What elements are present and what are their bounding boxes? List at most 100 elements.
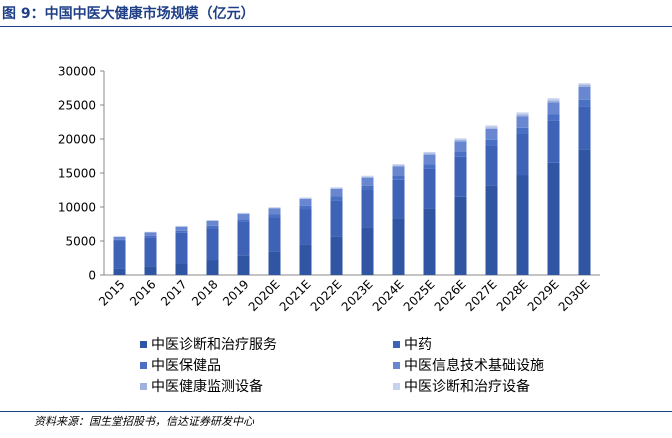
bar-segment (268, 207, 281, 209)
bar-segment (392, 179, 405, 219)
bar-segment (175, 226, 188, 231)
x-tick-label: 2030E (556, 277, 593, 314)
bars (113, 83, 591, 275)
x-axis: 2015 2016 2017 2018 20192020E2021E2022E2023E… (96, 274, 600, 314)
footer-divider (0, 411, 672, 412)
bar-segment (454, 141, 467, 152)
legend-swatch (393, 340, 400, 348)
chart-title: 图 9：中国中医大健康市场规模（亿元） (2, 6, 255, 22)
bar-segment (547, 114, 560, 121)
x-tick-label: 2015 (96, 277, 127, 308)
bar-segment (485, 125, 498, 128)
bar-segment (454, 138, 467, 141)
x-tick-label: 2025E (401, 277, 438, 314)
bar-segment (392, 175, 405, 180)
bar-segment (547, 98, 560, 101)
bar-segment (237, 212, 250, 214)
x-tick-label: 2026E (432, 277, 469, 314)
legend-item: 中医信息技术基础设施 (393, 355, 544, 375)
bar-segment (516, 112, 529, 115)
bar-segment (454, 196, 467, 275)
bar-segment (547, 162, 560, 275)
title-divider (0, 26, 672, 27)
bar-segment (454, 156, 467, 197)
bar-segment (299, 197, 312, 199)
bar-segment (206, 260, 219, 275)
bar-segment (392, 218, 405, 275)
x-tick-label: 2016 (127, 277, 158, 308)
legend-item: 中药 (393, 334, 432, 354)
y-tick-label: 10000 (58, 201, 96, 215)
bar-segment (206, 220, 219, 226)
legend-swatch (140, 340, 147, 348)
legend-swatch (140, 382, 147, 390)
bar-segment (237, 219, 250, 222)
bar-segment (268, 214, 281, 218)
bar-segment (299, 244, 312, 275)
legend-swatch (393, 361, 400, 369)
bar-segment (237, 213, 250, 220)
y-tick-label: 30000 (58, 65, 96, 79)
legend-item: 中医保健品 (140, 355, 221, 375)
bar-segment (299, 205, 312, 210)
x-tick-label: 2027E (463, 277, 500, 314)
y-tick-label: 0 (88, 269, 96, 283)
x-tick-label: 2028E (494, 277, 531, 314)
bar-segment (144, 237, 157, 267)
bar-segment (237, 255, 250, 275)
bar-segment (175, 232, 188, 264)
legend-label: 中医诊断和治疗设备 (404, 379, 530, 395)
bar-segment (485, 185, 498, 275)
bar-segment (423, 151, 436, 154)
bar-segment (578, 83, 591, 85)
bar-segment (547, 102, 560, 115)
bar-segment (268, 217, 281, 252)
legend-label: 中医健康监测设备 (151, 379, 263, 395)
legend-item: 中医诊断和治疗服务 (140, 334, 277, 354)
bar-segment (485, 139, 498, 146)
legend-item: 中医健康监测设备 (140, 376, 263, 396)
bar-segment (113, 239, 126, 241)
legend-swatch (393, 382, 400, 390)
bar-segment (578, 106, 591, 150)
bar-segment (361, 175, 374, 177)
bar-segment (144, 232, 157, 236)
bar-segment (485, 128, 498, 140)
bar-segment (330, 196, 343, 201)
bar-segment (392, 166, 405, 176)
bar-segment (578, 86, 591, 100)
bar-segment (516, 116, 529, 128)
y-tick-label: 25000 (58, 99, 96, 113)
bar-segment (299, 198, 312, 199)
bar-segment (330, 200, 343, 237)
y-axis: 0 5000 10000 15000 20000 25000 30000 (58, 65, 105, 283)
bar-segment (423, 168, 436, 209)
bar-segment (113, 236, 126, 240)
bar-segment (113, 268, 126, 275)
bar-segment (144, 266, 157, 275)
bar-segment (516, 114, 529, 117)
bar-segment (268, 251, 281, 275)
bar-segment (392, 164, 405, 166)
bar-segment (547, 100, 560, 103)
x-tick-label: 2018 (189, 277, 220, 308)
legend-label: 中医信息技术基础设施 (404, 358, 544, 374)
bar-segment (578, 84, 591, 87)
bar-segment (206, 225, 219, 229)
x-tick-label: 2020E (246, 277, 283, 314)
bar-segment (423, 153, 436, 155)
bar-segment (392, 165, 405, 167)
bar-segment (423, 164, 436, 169)
y-tick-label: 15000 (58, 167, 96, 181)
legend-label: 中医诊断和治疗服务 (151, 337, 277, 353)
source-note: 资料来源：国生堂招股书，信达证券研发中心 (34, 415, 254, 428)
legend-label: 中药 (404, 337, 432, 353)
x-tick-label: 2017 (158, 277, 189, 308)
bar-segment (361, 185, 374, 190)
bar-segment (330, 188, 343, 189)
bar-segment (330, 187, 343, 189)
x-tick-label: 2029E (525, 277, 562, 314)
bar-segment (454, 151, 467, 157)
bar-segment (175, 263, 188, 275)
